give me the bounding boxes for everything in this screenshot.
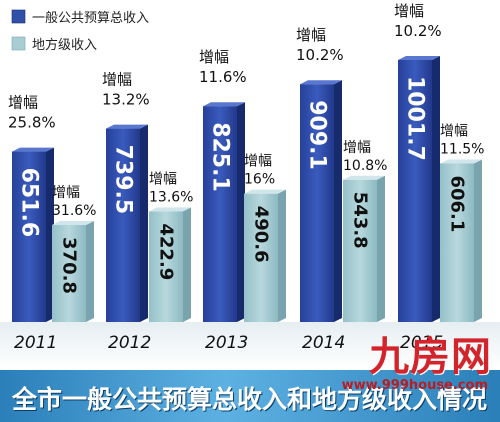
bar-local-2012-top <box>149 207 191 212</box>
bar-local-2011-side <box>86 221 94 322</box>
bar-total-2013-top <box>203 102 245 107</box>
legend-label-1: 一般公共预算总收入 <box>32 10 149 26</box>
floor-shade <box>0 322 500 370</box>
legend-swatch-1 <box>11 9 26 24</box>
bar-local-2012 <box>149 211 183 322</box>
growth-value-total-2012: 13.2% <box>102 91 150 109</box>
watermark-logo: 九房网 <box>369 334 492 380</box>
bar-local-2015-side <box>474 159 482 322</box>
bar-local-2014-side <box>377 175 385 322</box>
growth-value-local-2012: 13.6% <box>149 189 193 205</box>
value-label-local-2011: 370.8 <box>59 237 80 294</box>
growth-label-total-2014: 增幅 <box>296 26 326 44</box>
value-label-local-2015: 606.1 <box>447 175 468 232</box>
growth-label-local-2011: 增幅 <box>52 185 80 201</box>
value-label-total-2011: 651.6 <box>17 168 42 238</box>
bar-local-2012-side <box>183 207 191 322</box>
legend-swatch-2 <box>11 36 26 51</box>
value-label-local-2014: 543.8 <box>350 192 371 249</box>
bar-total-2015-side <box>432 56 440 322</box>
bar-local-2014-top <box>343 175 385 180</box>
bar-total-2015-top <box>398 56 440 60</box>
bar-local-2011 <box>52 225 86 322</box>
growth-label-total-2015: 增幅 <box>394 2 424 20</box>
growth-value-local-2013: 16% <box>244 172 275 188</box>
bar-local-2013-top <box>244 189 286 194</box>
growth-label-local-2012: 增幅 <box>149 171 177 187</box>
growth-label-local-2014: 增幅 <box>343 140 371 156</box>
value-label-total-2015: 1001.7 <box>403 76 428 161</box>
x-tick-2012: 2012 <box>108 333 151 353</box>
legend-label-2: 地方级收入 <box>32 37 97 53</box>
bar-local-2015-top <box>440 159 482 164</box>
bar-total-2014-side <box>334 80 342 322</box>
growth-value-local-2015: 11.5% <box>440 141 484 157</box>
bar-local-2013-side <box>278 189 286 322</box>
growth-value-total-2013: 11.6% <box>199 68 247 86</box>
bar-total-2012-top <box>106 124 148 129</box>
bar-local-2014 <box>343 179 377 322</box>
bar-total-2014-top <box>300 80 342 85</box>
bar-local-2015 <box>440 163 474 322</box>
bar-total-2014 <box>300 84 334 322</box>
x-tick-2011: 2011 <box>14 333 57 353</box>
bar-total-2013 <box>203 106 237 322</box>
value-label-local-2013: 490.6 <box>251 206 272 263</box>
chart-title: 全市一般公共预算总收入和地方级收入情况 <box>12 385 488 414</box>
value-label-local-2012: 422.9 <box>156 223 177 280</box>
growth-label-local-2015: 增幅 <box>440 123 468 139</box>
growth-label-total-2013: 增幅 <box>199 48 229 66</box>
title-banner: 全市一般公共预算总收入和地方级收入情况 <box>0 370 500 422</box>
growth-value-total-2011: 25.8% <box>8 114 56 132</box>
value-label-total-2014: 909.1 <box>305 100 330 170</box>
x-tick-2014: 2014 <box>302 333 345 353</box>
growth-value-local-2014: 10.8% <box>343 158 387 174</box>
growth-value-total-2014: 10.2% <box>296 46 344 64</box>
growth-value-local-2011: 31.6% <box>52 203 96 219</box>
bar-local-2011-top <box>52 221 94 226</box>
bar-total-2013-side <box>237 102 245 322</box>
bar-total-2011-top <box>12 147 54 152</box>
bar-total-2012-side <box>140 124 148 323</box>
growth-label-local-2013: 增幅 <box>244 154 272 170</box>
bar-total-2011 <box>12 151 46 322</box>
growth-label-total-2011: 增幅 <box>8 94 38 112</box>
watermark-url: www.999house.com <box>341 378 488 393</box>
x-tick-2013: 2013 <box>205 333 248 353</box>
value-label-total-2012: 739.5 <box>111 145 136 215</box>
growth-label-total-2012: 增幅 <box>102 71 132 89</box>
value-label-total-2013: 825.1 <box>208 122 233 192</box>
growth-value-total-2015: 10.2% <box>394 22 442 40</box>
bar-total-2012 <box>106 128 140 322</box>
x-tick-2015: 2015 <box>400 333 443 353</box>
bar-local-2013 <box>244 193 278 322</box>
bar-total-2015 <box>398 60 432 322</box>
